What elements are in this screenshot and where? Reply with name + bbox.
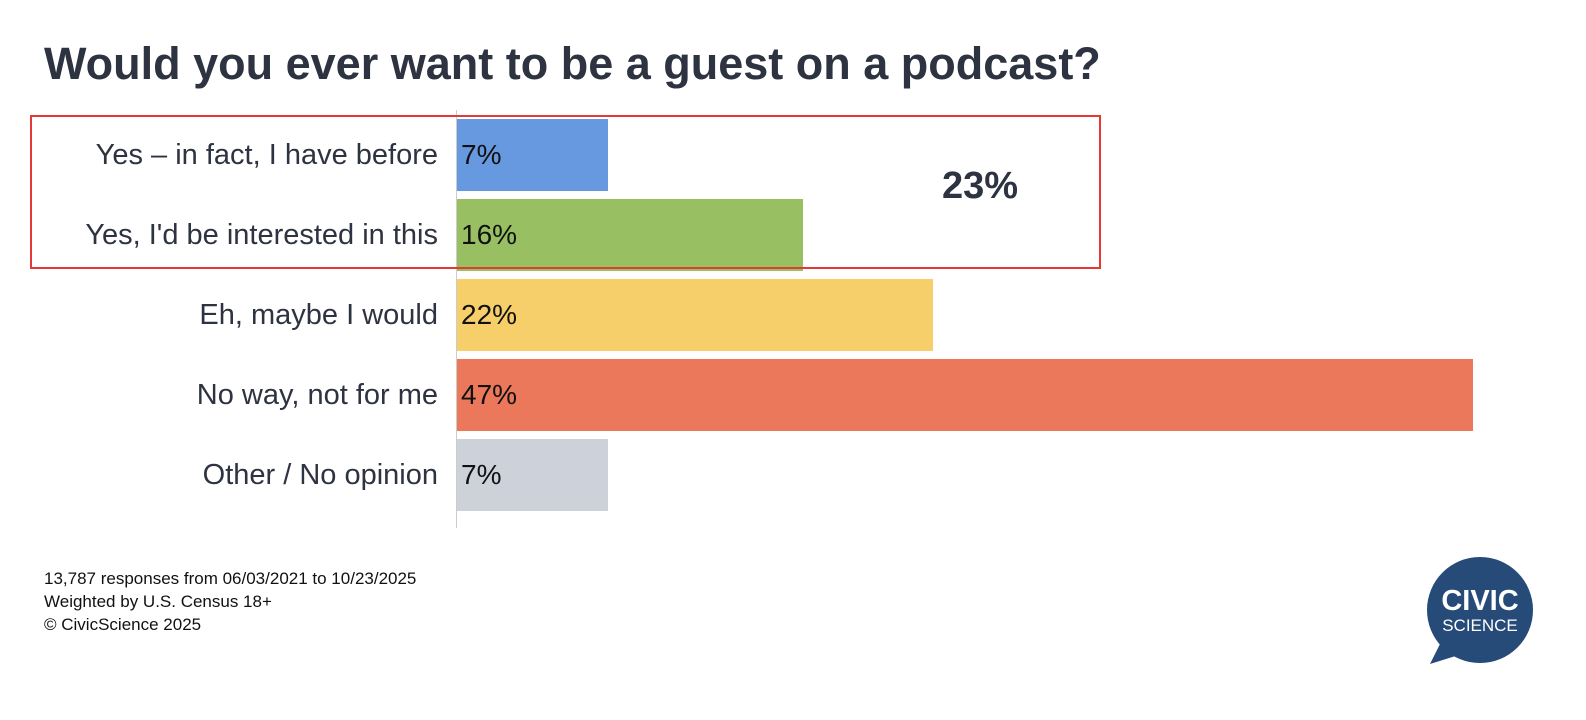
bar <box>457 199 803 271</box>
logo-text-science: SCIENCE <box>1442 616 1518 635</box>
value-label: 16% <box>461 219 518 250</box>
bar <box>457 359 1473 431</box>
bar <box>457 439 609 511</box>
value-label: 7% <box>461 139 502 170</box>
category-label: Eh, maybe I would <box>199 299 438 331</box>
highlight-total-label: 23% <box>942 165 1019 207</box>
footer-copyright: © CivicScience 2025 <box>44 615 202 634</box>
footer-weighting: Weighted by U.S. Census 18+ <box>44 592 272 611</box>
category-label: Other / No opinion <box>202 459 438 491</box>
footer-responses: 13,787 responses from 06/03/2021 to 10/2… <box>44 569 417 588</box>
chart-title: Would you ever want to be a guest on a p… <box>44 38 1101 89</box>
value-label: 7% <box>461 459 502 490</box>
category-label: Yes – in fact, I have before <box>95 139 438 171</box>
bar <box>457 119 609 191</box>
logo-text-civic: CIVIC <box>1441 585 1518 617</box>
bar <box>457 279 933 351</box>
highlight-box <box>30 115 1101 269</box>
civicscience-logo: CIVIC SCIENCE <box>1427 557 1533 664</box>
y-axis-line <box>456 110 457 528</box>
category-label: Yes, I'd be interested in this <box>85 219 438 251</box>
value-label: 47% <box>461 379 518 410</box>
category-label: No way, not for me <box>196 379 438 411</box>
value-label: 22% <box>461 299 518 330</box>
